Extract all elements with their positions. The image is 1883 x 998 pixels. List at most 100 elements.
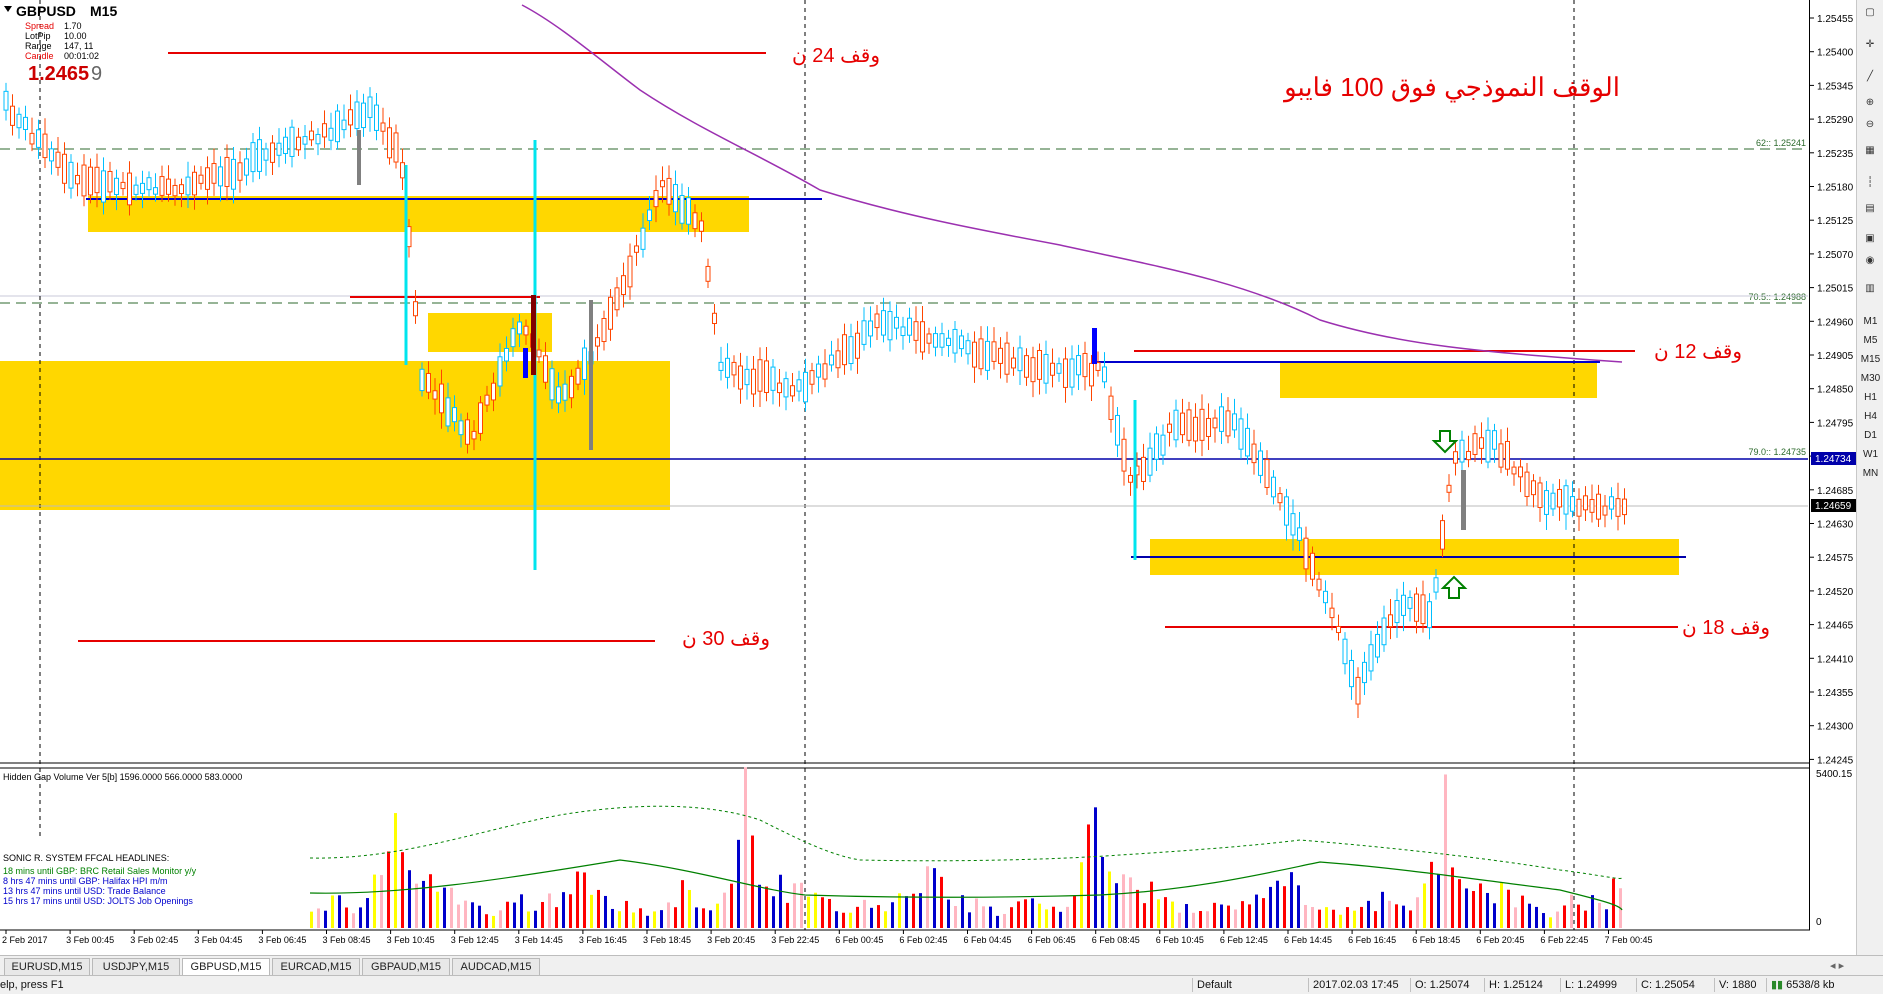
candle-body — [1518, 466, 1523, 478]
status-volume: V: 1880 — [1714, 978, 1767, 992]
volume-bar — [1122, 874, 1125, 928]
tabs-scroll-arrows[interactable]: ◂ ▸ — [1830, 960, 1845, 972]
candle-body — [679, 195, 685, 224]
volume-bar — [716, 903, 719, 928]
time-axis[interactable]: 2 Feb 2017 3 Feb 00:45 3 Feb 02:45 3 Feb 04… — [2, 930, 1653, 945]
arrow-up-icon — [1440, 575, 1468, 599]
timeframe-button-m30[interactable]: M30 — [1860, 373, 1881, 384]
status-low: L: 1.24999 — [1560, 978, 1637, 992]
volume-bar — [1598, 902, 1601, 928]
candle-body — [517, 321, 522, 335]
annotation-stop-30: وقف 30 ن — [682, 628, 770, 650]
tab-gbpaud[interactable]: GBPAUD,M15 — [362, 958, 450, 976]
price-tick-label: 1.24905 — [1817, 351, 1854, 362]
volume-bar — [1472, 891, 1475, 928]
candle-body — [1290, 513, 1296, 536]
candle-body — [1050, 362, 1055, 376]
candle-body — [55, 151, 61, 168]
volume-bar — [1171, 901, 1174, 928]
volume-bar — [870, 907, 873, 928]
autoscroll-icon[interactable]: ◉ — [1865, 254, 1875, 266]
candle-body — [1427, 601, 1432, 629]
volume-bar — [485, 914, 488, 928]
volume-bar — [1297, 885, 1300, 928]
time-tick-label: 3 Feb 04:45 — [194, 935, 242, 945]
volume-bar — [1017, 901, 1020, 928]
status-traffic: ▮▮ 6538/8 kb — [1766, 978, 1879, 992]
volume-bar — [422, 880, 425, 928]
volume-bar — [1199, 910, 1202, 928]
timeframe-button-d1[interactable]: D1 — [1864, 430, 1877, 441]
volume-bar — [555, 907, 558, 928]
volume-bar — [1206, 911, 1209, 928]
close-icon[interactable]: ▢ — [1865, 6, 1875, 18]
candle-body — [211, 163, 217, 184]
tab-eurusd[interactable]: EURUSD,M15 — [4, 958, 90, 976]
tab-audcad[interactable]: AUDCAD,M15 — [452, 958, 540, 976]
chart-shift-icon[interactable]: ▣ — [1865, 232, 1875, 244]
tab-gbpusd[interactable]: GBPUSD,M15 — [182, 958, 270, 975]
timeframe-button-w1[interactable]: W1 — [1863, 449, 1878, 460]
price-tick-label: 1.24465 — [1817, 621, 1854, 632]
candle-body — [1128, 474, 1133, 483]
fib-label-79: 79.0:: 1.24735 — [1748, 447, 1806, 457]
timeframe-label: M15 — [90, 3, 117, 19]
candle-body — [653, 190, 659, 208]
volume-bar — [1535, 906, 1538, 928]
timeframe-button-m1[interactable]: M1 — [1863, 316, 1878, 327]
volume-bar — [1311, 907, 1314, 928]
zoom-out-icon[interactable]: ⊖ — [1865, 118, 1875, 130]
volume-bar — [1570, 894, 1573, 928]
news-line: 13 hrs 47 mins until USD: Trade Balance — [3, 886, 166, 896]
candle-body — [335, 110, 340, 143]
candle-body — [1524, 471, 1530, 497]
candle-body — [1505, 440, 1510, 470]
crosshair-icon[interactable]: ✛ — [1865, 38, 1875, 50]
highlight-bars — [357, 130, 1466, 570]
volume-bar — [1563, 905, 1566, 928]
candle-body — [907, 317, 912, 336]
volume-bar — [1486, 892, 1489, 928]
volume-bar — [1437, 873, 1440, 928]
timeframe-button-mn[interactable]: MN — [1862, 468, 1879, 479]
timeframe-button-m5[interactable]: M5 — [1863, 335, 1878, 346]
time-tick-label: 6 Feb 02:45 — [899, 935, 947, 945]
candle-body — [1277, 493, 1283, 504]
candle-body — [1459, 439, 1465, 463]
timeframe-button-h1[interactable]: H1 — [1864, 392, 1877, 403]
volume-bar — [1227, 905, 1230, 928]
news-line: 8 hrs 47 mins until GBP: Halifax HPI m/m — [3, 876, 168, 886]
candle-body — [991, 341, 997, 362]
tab-eurcad[interactable]: EURCAD,M15 — [272, 958, 360, 976]
candle-body — [816, 363, 821, 378]
candle-body — [250, 142, 256, 173]
price-axis[interactable]: 1.25455 1.25400 1.25345 1.25290 1.25235 1.251… — [1810, 14, 1854, 766]
candle-body — [874, 313, 880, 329]
candle-body — [458, 420, 464, 436]
candle-body — [900, 326, 906, 337]
volume-bar — [457, 904, 460, 928]
candle-body — [1258, 450, 1263, 476]
candle-body — [1219, 406, 1224, 432]
candle-body — [601, 318, 607, 343]
volume-bar — [779, 874, 782, 928]
volume-bar — [968, 912, 971, 928]
price-tick-label: 1.25455 — [1817, 14, 1854, 25]
annotation-stop-12: وقف 12 ن — [1654, 341, 1742, 363]
period-sep-icon[interactable]: ┆ — [1866, 176, 1874, 188]
zoom-in-icon[interactable]: ⊕ — [1865, 96, 1875, 108]
line-icon[interactable]: ╱ — [1866, 70, 1874, 82]
candle-body — [1160, 434, 1166, 456]
time-tick-label: 3 Feb 12:45 — [451, 935, 499, 945]
timeframe-button-m15[interactable]: M15 — [1860, 354, 1881, 365]
status-profile[interactable]: Default — [1192, 978, 1307, 992]
tab-usdjpy[interactable]: USDJPY,M15 — [92, 958, 180, 976]
template-icon[interactable]: ▤ — [1865, 202, 1875, 214]
timeframe-button-h4[interactable]: H4 — [1864, 411, 1877, 422]
time-tick-label: 3 Feb 14:45 — [515, 935, 563, 945]
volume-bar — [1150, 881, 1153, 928]
properties-icon[interactable]: ▥ — [1865, 282, 1875, 294]
candle-body — [1089, 362, 1094, 387]
tile-icon[interactable]: ▦ — [1865, 144, 1875, 156]
